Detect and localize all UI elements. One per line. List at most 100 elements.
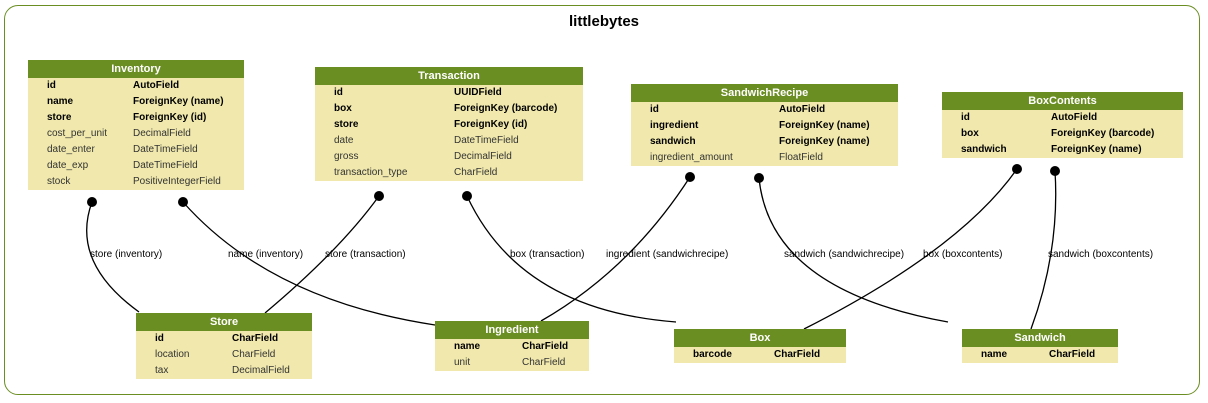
field-row: barcode CharField: [674, 347, 846, 363]
field-type: CharField: [522, 357, 566, 368]
field-type: ForeignKey (name): [133, 96, 224, 107]
relation-label-inventory-store: store (inventory): [90, 249, 162, 260]
field-type: UUIDField: [454, 87, 502, 98]
field-name: name: [47, 96, 74, 107]
field-row: id AutoField: [631, 102, 898, 118]
relation-label-transaction-store: store (transaction): [325, 249, 406, 260]
field-type: CharField: [1049, 349, 1096, 360]
field-type: ForeignKey (name): [779, 136, 870, 147]
relation-dot-sandwichrecipe-sandwich: [754, 173, 764, 183]
field-type: DateTimeField: [133, 144, 198, 155]
field-type: ForeignKey (id): [454, 119, 528, 130]
field-row: store ForeignKey (id): [28, 110, 244, 126]
relation-dot-inventory-ingredient: [178, 197, 188, 207]
table-header: Sandwich: [962, 329, 1118, 347]
field-type: DecimalField: [133, 128, 191, 139]
field-type: DecimalField: [454, 151, 512, 162]
field-name: barcode: [693, 349, 732, 360]
field-name: id: [961, 112, 970, 123]
relation-label-boxcontents-sandwich: sandwich (boxcontents): [1048, 249, 1153, 260]
field-name: box: [334, 103, 352, 114]
field-type: AutoField: [133, 80, 180, 91]
field-type: CharField: [232, 333, 279, 344]
field-row: location CharField: [136, 347, 312, 363]
field-row: tax DecimalField: [136, 363, 312, 379]
field-row: sandwich ForeignKey (name): [631, 134, 898, 150]
field-row: stock PositiveIntegerField: [28, 174, 244, 190]
field-name: name: [981, 349, 1008, 360]
field-name: sandwich: [961, 144, 1007, 155]
field-type: AutoField: [779, 104, 826, 115]
relation-dot-boxcontents-box: [1012, 164, 1022, 174]
relation-dot-transaction-box: [462, 191, 472, 201]
field-row: store ForeignKey (id): [315, 117, 583, 133]
field-name: id: [334, 87, 343, 98]
table-box: Box barcode CharField: [674, 329, 846, 363]
relation-line-transaction-store: [264, 195, 380, 314]
field-row: unit CharField: [435, 355, 589, 371]
relation-label-boxcontents-box: box (boxcontents): [923, 249, 1003, 260]
table-header: Box: [674, 329, 846, 347]
diagram-title: littlebytes: [568, 13, 640, 30]
table-header: Inventory: [28, 60, 244, 78]
field-row: box ForeignKey (barcode): [942, 126, 1183, 142]
relation-dot-transaction-store: [374, 191, 384, 201]
relation-dot-sandwichrecipe-ingredient: [685, 172, 695, 182]
table-header: Transaction: [315, 67, 583, 85]
field-name: store: [334, 119, 359, 130]
relation-dot-inventory-store: [87, 197, 97, 207]
field-name: date: [334, 135, 354, 146]
field-type: AutoField: [1051, 112, 1098, 123]
table-header: Ingredient: [435, 321, 589, 339]
diagram-frame: [4, 5, 1200, 395]
field-type: ForeignKey (barcode): [1051, 128, 1155, 139]
field-type: CharField: [522, 341, 569, 352]
field-name: name: [454, 341, 481, 352]
relation-dot-boxcontents-sandwich: [1050, 166, 1060, 176]
relation-line-sandwichrecipe-ingredient: [540, 176, 691, 322]
field-name: location: [155, 349, 190, 360]
field-row: gross DecimalField: [315, 149, 583, 165]
table-header: SandwichRecipe: [631, 84, 898, 102]
relation-label-sandwichrecipe-sandwich: sandwich (sandwichrecipe): [784, 249, 904, 260]
field-row: box ForeignKey (barcode): [315, 101, 583, 117]
relation-line-boxcontents-sandwich: [1030, 170, 1057, 330]
relation-label-inventory-ingredient: name (inventory): [228, 249, 303, 260]
field-type: DateTimeField: [133, 160, 198, 171]
field-type: CharField: [454, 167, 498, 178]
relation-label-transaction-box: box (transaction): [510, 249, 584, 260]
field-row: transaction_type CharField: [315, 165, 583, 181]
field-row: date_exp DateTimeField: [28, 158, 244, 174]
field-row: id AutoField: [28, 78, 244, 94]
field-name: stock: [47, 176, 71, 187]
field-row: sandwich ForeignKey (name): [942, 142, 1183, 158]
field-type: DecimalField: [232, 365, 290, 376]
field-name: store: [47, 112, 72, 123]
field-name: date_exp: [47, 160, 89, 171]
field-row: date_enter DateTimeField: [28, 142, 244, 158]
field-name: sandwich: [650, 136, 696, 147]
field-name: id: [47, 80, 56, 91]
field-name: ingredient: [650, 120, 699, 131]
relation-label-sandwichrecipe-ingredient: ingredient (sandwichrecipe): [606, 249, 728, 260]
field-name: box: [961, 128, 979, 139]
table-header: Store: [136, 313, 312, 331]
field-name: id: [155, 333, 164, 344]
field-name: gross: [334, 151, 359, 162]
field-row: ingredient ForeignKey (name): [631, 118, 898, 134]
table-sandwichrecipe: SandwichRecipe id AutoField ingredient Forei…: [631, 84, 898, 166]
field-row: date DateTimeField: [315, 133, 583, 149]
field-type: ForeignKey (name): [779, 120, 870, 131]
table-inventory: Inventory id AutoField name ForeignKey (name…: [28, 60, 244, 190]
field-name: id: [650, 104, 659, 115]
field-row: id CharField: [136, 331, 312, 347]
field-row: name ForeignKey (name): [28, 94, 244, 110]
field-type: CharField: [232, 349, 276, 360]
field-type: DateTimeField: [454, 135, 519, 146]
table-sandwich: Sandwich name CharField: [962, 329, 1118, 363]
field-row: id UUIDField: [315, 85, 583, 101]
field-type: ForeignKey (name): [1051, 144, 1142, 155]
table-boxcontents: BoxContents id AutoField box ForeignKey (bar…: [942, 92, 1183, 158]
